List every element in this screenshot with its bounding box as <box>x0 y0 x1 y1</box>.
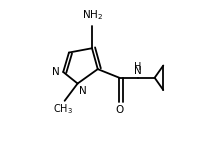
Text: H: H <box>134 62 142 72</box>
Text: O: O <box>115 105 123 115</box>
Text: NH$_2$: NH$_2$ <box>82 8 103 22</box>
Text: CH$_3$: CH$_3$ <box>53 102 73 116</box>
Text: N: N <box>79 86 87 96</box>
Text: N: N <box>134 66 142 76</box>
Text: N: N <box>52 67 60 77</box>
